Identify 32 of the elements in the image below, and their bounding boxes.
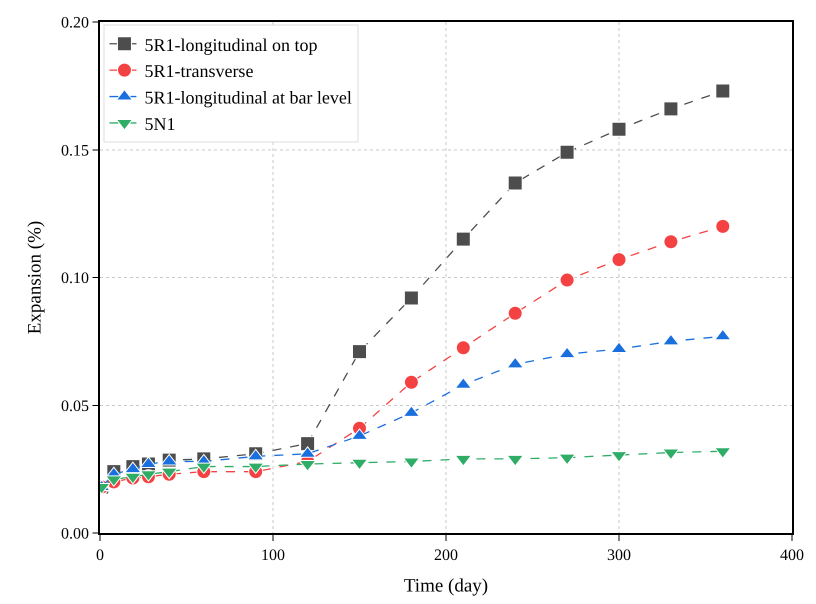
point [560,144,575,160]
point [404,374,419,390]
point [352,344,367,360]
legend-label: 5R1-longitudinal at bar level [144,88,352,108]
point [300,436,316,452]
legend-label: 5R1-transverse [144,61,254,82]
point [560,272,575,288]
point [456,340,471,356]
y-tick-label: 0.05 [61,398,90,415]
point [508,306,523,321]
y-tick-label: 0.10 [61,270,90,288]
x-tick-label: 200 [434,546,458,564]
x-tick-label: 400 [780,546,804,564]
legend-label: 5N1 [144,114,176,134]
point [456,232,471,247]
x-axis-title: Time (day) [404,575,488,596]
y-tick-label: 0.20 [61,14,90,32]
y-tick-label: 0.15 [61,142,90,160]
point [663,101,678,116]
legend-label: 5R1-longitudinal on top [144,34,318,55]
point [663,234,678,250]
y-tick-label: 0.00 [61,526,90,543]
y-axis-title: Expansion (%) [24,220,46,334]
point [404,290,419,306]
point [715,218,730,234]
point [612,122,626,137]
x-tick-label: 100 [261,546,285,564]
point [715,83,730,98]
x-tick-label: 300 [607,546,631,564]
x-tick-label: 0 [96,546,104,564]
point [508,175,523,190]
point [612,252,626,268]
